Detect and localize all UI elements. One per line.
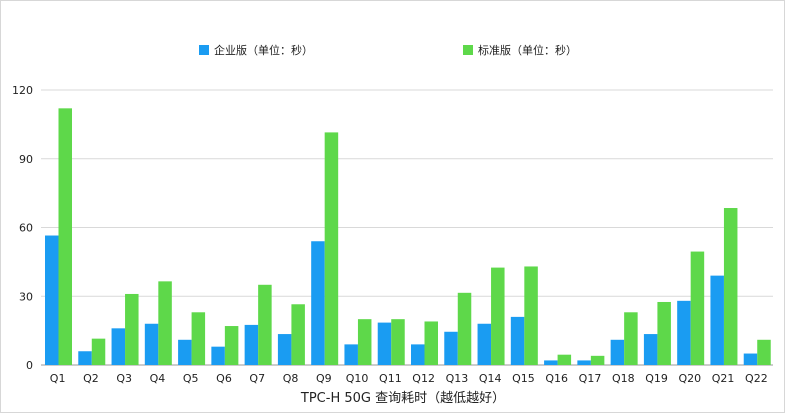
bars [45,108,771,366]
legend-swatch-standard [463,45,473,55]
bar-enterprise [244,324,259,365]
bar-enterprise [544,360,558,365]
x-tick-label: Q20 [678,372,701,385]
x-tick-label: Q5 [183,372,199,385]
y-tick-label: 0 [26,359,33,372]
bar-standard [125,293,139,365]
bar-enterprise [577,360,591,365]
bar-enterprise [444,331,458,365]
bar-standard [557,354,572,365]
x-tick-label: Q17 [579,372,602,385]
legend: 企业版（单位：秒） 标准版（单位：秒） [199,43,577,57]
x-tick-label: Q7 [249,372,265,385]
bar-enterprise [743,353,758,365]
x-tick-label: Q14 [479,372,502,385]
x-tick-label: Q8 [283,372,299,385]
x-tick-label: Q10 [346,372,369,385]
legend-label-standard: 标准版（单位：秒） [478,43,577,57]
x-axis-ticks: Q1 Q2 Q3 Q4 Q5 Q6 Q7 Q8 Q9 Q10 Q11 Q12 Q13 Q14 Q15 Q16 Q… [50,372,768,385]
bar-enterprise [311,241,325,365]
x-tick-label: Q16 [545,372,568,385]
x-tick-label: Q15 [512,372,535,385]
bar-enterprise [677,300,691,365]
y-tick-label: 120 [12,84,33,97]
bar-standard [91,338,106,365]
x-tick-label: Q13 [446,372,469,385]
x-tick-label: Q3 [116,372,132,385]
bar-standard [357,319,372,365]
x-tick-label: Q6 [216,372,232,385]
y-tick-label: 60 [19,222,33,235]
x-axis-title: TPC-H 50G 查询耗时（越低越好） [300,391,505,406]
bar-standard [723,208,738,365]
bar-standard [491,267,505,365]
bar-standard [224,326,239,365]
x-tick-label: Q18 [612,372,635,385]
bar-enterprise [344,344,358,366]
bar-standard [457,292,472,365]
bar-standard [391,319,405,365]
bar-standard [324,132,339,365]
bar-standard [424,321,438,365]
bar-enterprise [144,323,159,365]
bar-standard [291,304,305,365]
x-tick-label: Q19 [645,372,668,385]
bar-standard [690,251,705,365]
bar-standard [158,281,172,365]
legend-swatch-enterprise [199,45,209,55]
bar-enterprise [643,334,658,365]
y-tick-label: 30 [19,290,33,303]
x-tick-label: Q21 [712,372,735,385]
y-tick-label: 90 [19,153,33,166]
bar-enterprise [610,339,625,365]
bar-standard [524,266,538,365]
x-tick-label: Q22 [745,372,768,385]
x-tick-label: Q11 [379,372,402,385]
bar-standard [58,108,72,365]
bar-standard [590,355,605,365]
bar-standard [191,312,206,365]
bar-enterprise [477,323,492,365]
bar-enterprise [510,316,525,366]
y-axis-ticks: 0 30 60 90 120 [12,84,33,372]
bar-enterprise [277,334,292,365]
bar-enterprise [45,235,59,365]
bar-enterprise [211,346,225,365]
x-tick-label: Q12 [412,372,435,385]
bar-standard [258,284,272,365]
bar-enterprise [78,351,92,365]
bar-standard [624,312,638,365]
bar-enterprise [710,275,724,366]
bar-enterprise [377,322,392,365]
bar-enterprise [411,344,425,366]
x-tick-label: Q2 [83,372,99,385]
bar-enterprise [111,328,126,365]
x-tick-label: Q9 [316,372,332,385]
bar-enterprise [178,339,192,365]
x-tick-label: Q1 [50,372,66,385]
bar-standard [657,301,671,365]
legend-label-enterprise: 企业版（单位：秒） [214,43,313,57]
x-tick-label: Q4 [150,372,166,385]
bar-standard [757,339,771,365]
